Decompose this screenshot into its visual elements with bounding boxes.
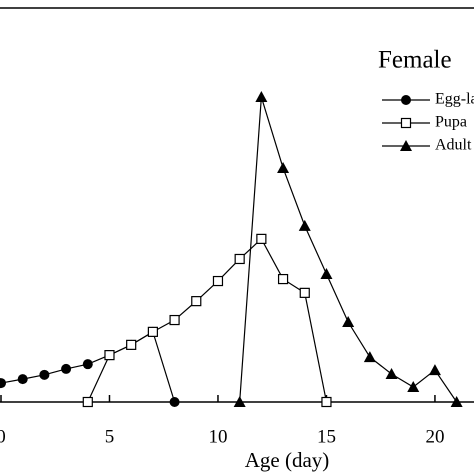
marker-triangle: [233, 396, 246, 407]
marker-triangle: [342, 316, 355, 328]
marker-square: [82, 396, 93, 408]
marker-triangle: [255, 91, 268, 103]
marker-circle: [82, 359, 93, 370]
marker-square: [104, 350, 115, 361]
marker-square: [169, 314, 180, 326]
legend-marker: [400, 117, 412, 129]
marker-circle: [0, 378, 6, 389]
x-tick-label: 15: [317, 426, 336, 447]
x-axis-label: Age (day): [245, 448, 330, 472]
marker-square: [191, 296, 202, 307]
marker-triangle: [320, 267, 333, 279]
marker-circle: [39, 369, 50, 380]
marker-square: [212, 275, 224, 287]
marker-square: [126, 339, 137, 350]
legend-label: Egg-larva: [435, 91, 474, 108]
legend-marker: [400, 140, 412, 151]
marker-square: [147, 326, 158, 337]
series-line: [239, 96, 458, 403]
marker-square: [321, 396, 332, 408]
marker-circle: [169, 397, 180, 407]
marker-triangle: [363, 351, 376, 363]
legend-label: Pupa: [435, 114, 467, 131]
marker-triangle: [385, 368, 398, 380]
legend-title: Female: [378, 47, 452, 74]
marker-circle: [17, 374, 28, 385]
series-line: [87, 237, 328, 403]
marker-square: [234, 253, 245, 265]
marker-triangle: [450, 396, 463, 407]
marker-triangle: [298, 219, 311, 231]
legend-label: Adult: [435, 137, 472, 154]
marker-square: [277, 273, 289, 285]
marker-triangle: [277, 161, 290, 173]
x-tick-label: 5: [105, 426, 115, 447]
marker-circle: [61, 363, 72, 374]
x-tick-label: 0: [0, 426, 6, 447]
x-tick-label: 10: [208, 426, 227, 447]
marker-triangle: [428, 364, 441, 376]
marker-square: [256, 233, 267, 244]
marker-triangle: [407, 381, 420, 393]
x-tick-label: 20: [425, 426, 444, 447]
legend-marker: [401, 95, 411, 105]
marker-square: [299, 287, 310, 298]
